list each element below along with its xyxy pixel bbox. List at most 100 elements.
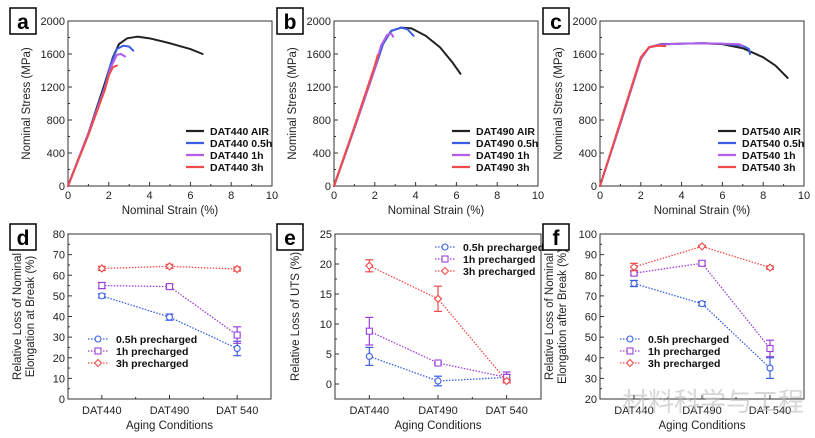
x-tick-label: 8 — [760, 190, 766, 202]
legend-label: DAT440 3h — [210, 162, 264, 174]
marker-circle — [94, 335, 102, 343]
marker-diamond — [629, 262, 639, 272]
y-tick-label: 80 — [53, 229, 65, 241]
y-tick-label: 1200 — [573, 82, 597, 94]
y-tick-label: 0 — [59, 394, 65, 406]
legend-item: DAT490 1h — [452, 150, 530, 162]
series-line — [67, 44, 135, 187]
legend-item: DAT540 AIR — [718, 126, 801, 138]
series-line — [101, 295, 238, 350]
marker-square — [626, 347, 634, 355]
y-tick-label: 0 — [591, 181, 597, 193]
y-tick-label: 70 — [585, 291, 597, 303]
legend-label: 3h precharged — [648, 358, 720, 370]
panel-a: a 0 2 4 6 8 10 0 400 800 1200 1600 2000 Nominal Strai… — [9, 7, 278, 217]
marker-circle — [98, 292, 106, 300]
panel-label-box — [9, 7, 37, 35]
legend-item: 0.5h precharged — [620, 334, 729, 346]
series-1 — [67, 44, 135, 187]
panel-f: f DAT440 DAT490 DAT 540 20 30 40 50 60 70 80 90 100 A… — [542, 223, 805, 432]
panel-label-box — [276, 7, 304, 35]
legend-item: DAT440 3h — [186, 162, 264, 174]
series-0 — [630, 279, 774, 379]
panel-label-box — [276, 223, 304, 251]
legend-item: 3h precharged — [620, 358, 720, 370]
marker-circle — [630, 279, 638, 288]
marker-circle — [698, 300, 706, 308]
y-tick-label: 5 — [326, 349, 332, 361]
marker-circle — [626, 335, 634, 343]
marker-diamond — [93, 358, 103, 368]
marker-diamond — [232, 264, 242, 274]
x-tick-label: DAT440 — [614, 405, 654, 417]
series-line — [633, 262, 771, 349]
series-0 — [365, 346, 511, 387]
panel-label-box — [542, 7, 570, 35]
legend-item: 0.5h precharged — [435, 242, 544, 254]
legend-label: 3h precharged — [463, 266, 535, 278]
series-1 — [630, 259, 774, 358]
legend-label: 0.5h precharged — [116, 334, 197, 346]
legend-item: 3h precharged — [88, 358, 188, 370]
marker-square — [98, 282, 106, 290]
x-tick-label: 8 — [228, 190, 234, 202]
legend-item: 0.5h precharged — [88, 334, 197, 346]
x-tick-label: 10 — [532, 190, 544, 202]
series-line — [633, 282, 771, 369]
y-axis-label: Nominal Stress (MPa) — [553, 47, 565, 160]
series-2 — [629, 242, 775, 272]
y-tick-label: 1600 — [573, 49, 597, 61]
marker-diamond — [433, 294, 443, 304]
y-tick-label: 20 — [53, 353, 65, 365]
x-tick-label: 2 — [372, 190, 378, 202]
series-1 — [97, 281, 242, 344]
legend-item: DAT540 3h — [718, 162, 796, 174]
marker-diamond — [502, 376, 511, 386]
legend-label: 3h precharged — [116, 358, 188, 370]
x-tick-label: 4 — [413, 190, 419, 202]
y-axis-label: Nominal Stress (MPa) — [287, 47, 299, 160]
panel-label: c — [550, 11, 562, 34]
series-1 — [365, 316, 511, 384]
panel-label-box — [9, 223, 37, 251]
series-0 — [333, 26, 462, 187]
marker-square — [165, 283, 174, 291]
legend-item: DAT440 1h — [186, 150, 264, 162]
y-tick-label: 90 — [585, 250, 597, 262]
legend-item: 1h precharged — [435, 254, 535, 266]
y-tick-label: 60 — [585, 312, 597, 324]
x-tick-label: 4 — [679, 190, 685, 202]
x-axis-label: Aging Conditions — [395, 420, 482, 432]
x-tick-label: DAT490 — [682, 405, 722, 417]
series-0 — [97, 292, 242, 357]
legend-item: DAT440 AIR — [186, 126, 269, 138]
marker-square — [698, 259, 706, 267]
series-line — [333, 53, 379, 187]
y-tick-label: 20 — [585, 394, 597, 406]
series-3 — [67, 64, 118, 187]
x-tick-label: DAT 540 — [749, 405, 791, 417]
y-axis-label: Relative Loss of UTS (%) — [290, 252, 302, 381]
x-tick-label: 6 — [719, 190, 725, 202]
panel-b: b 0 2 4 6 8 10 0 400 800 1200 1600 2000 Nominal Strai… — [276, 7, 544, 217]
panel-label: e — [284, 227, 296, 250]
series-line — [333, 26, 462, 187]
x-tick-label: 4 — [147, 190, 153, 202]
plot-frame — [599, 233, 805, 400]
marker-square — [441, 255, 449, 263]
legend-item: 3h precharged — [435, 266, 535, 278]
marker-diamond — [440, 266, 450, 276]
x-axis-label: Aging Conditions — [126, 420, 213, 432]
y-tick-label: 100 — [579, 229, 597, 241]
y-tick-label: 40 — [53, 312, 65, 324]
panel-label: a — [17, 11, 29, 34]
y-tick-label: 30 — [53, 332, 65, 344]
legend-label: DAT490 0.5h — [476, 138, 538, 150]
y-tick-label: 400 — [579, 148, 597, 160]
y-tick-label: 0 — [326, 379, 332, 391]
y-axis-label: Nominal Stress (MPa) — [21, 47, 33, 160]
y-tick-label: 10 — [53, 373, 65, 385]
panel-label: d — [17, 227, 30, 250]
series-line — [599, 42, 744, 187]
x-tick-label: DAT440 — [350, 405, 390, 417]
